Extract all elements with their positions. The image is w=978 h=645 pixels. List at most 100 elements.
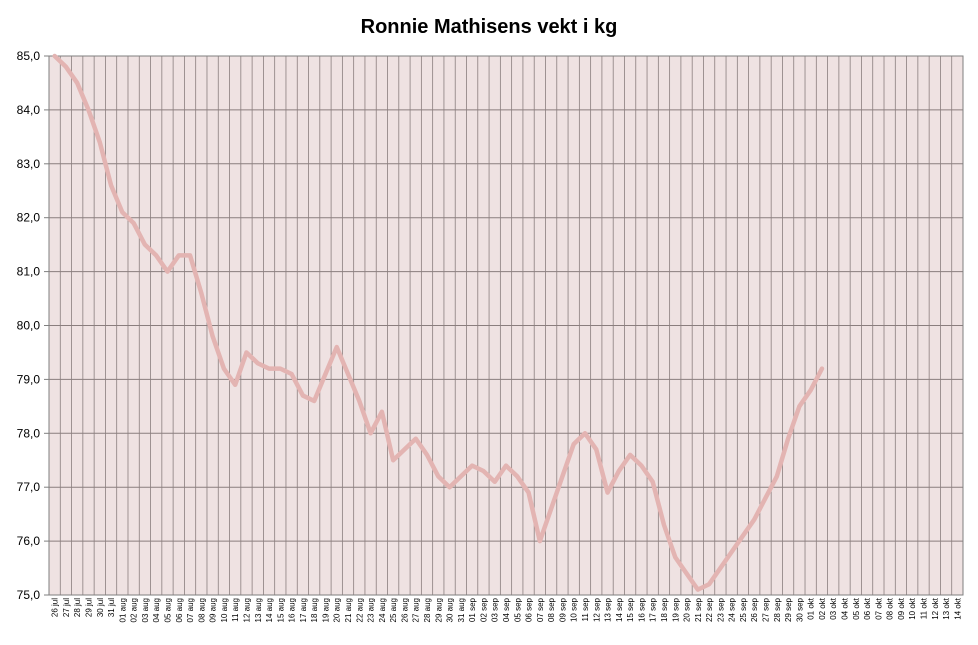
x-tick-label: 10 aug [220,598,229,622]
data-point [515,474,519,478]
y-tick-label: 77,0 [17,480,41,494]
data-point [436,474,440,478]
y-tick-label: 76,0 [17,534,41,548]
data-point [278,367,282,371]
series-line [52,53,825,592]
data-point [402,447,406,451]
x-tick-label: 23 aug [367,598,376,622]
gridlines [49,56,963,595]
x-tick-label: 22 aug [355,598,364,622]
y-tick-label: 75,0 [17,588,41,602]
data-point [301,394,305,398]
x-tick-label: 16 sep [637,597,646,622]
data-point [335,345,339,349]
x-tick-label: 24 sep [728,597,737,622]
data-point [143,243,147,247]
data-point [481,469,485,473]
x-tick-label: 23 sep [716,597,725,622]
x-tick-label: 05 okt [852,597,861,620]
x-tick-label: 28 jul [73,598,82,617]
y-tick-label: 83,0 [17,157,41,171]
x-tick-label: 16 aug [288,598,297,622]
data-point [628,453,632,457]
x-tick-label: 30 jul [96,598,105,617]
data-point [820,367,824,371]
data-point [380,410,384,414]
data-point [120,210,124,214]
series-layer [52,53,825,592]
data-point [696,588,700,592]
data-point [504,464,508,468]
x-tick-label: 12 okt [931,597,940,620]
x-tick-label: 18 aug [310,598,319,622]
y-axis: 75,0 76,0 77,0 78,0 79,0 80,0 81,0 82,0 83,0 84,0… [17,49,49,602]
x-tick-label: 11 sep [581,597,590,621]
data-point [233,383,237,387]
x-tick-label: 04 okt [841,597,850,620]
data-point [64,65,68,69]
x-tick-label: 19 aug [321,598,330,622]
data-point [369,431,373,435]
x-tick-label: 01 aug [118,598,127,622]
x-tick-label: 03 okt [829,597,838,620]
y-tick-label: 78,0 [17,426,41,440]
x-tick-label: 27 aug [412,598,421,622]
x-tick-label: 25 sep [739,597,748,622]
data-point [764,496,768,500]
data-point [797,404,801,408]
x-tick-label: 06 sep [525,597,534,622]
data-point [109,183,113,187]
data-point [414,437,418,441]
data-point [222,367,226,371]
x-tick-label: 02 okt [818,597,827,620]
data-point [290,372,294,376]
x-tick-label: 26 jul [51,598,60,617]
x-tick-label: 29 aug [434,598,443,622]
data-point [53,54,57,58]
data-point [673,555,677,559]
data-point [154,253,158,257]
y-tick-label: 82,0 [17,211,41,225]
data-point [470,464,474,468]
data-point [662,523,666,527]
x-tick-label: 09 aug [209,598,218,622]
data-point [538,539,542,543]
x-tick-label: 10 okt [908,597,917,620]
x-axis: 26 jul 27 jul 28 jul 29 jul 30 jul 31 jul 01 a… [51,597,963,622]
y-tick-label: 84,0 [17,103,41,117]
data-point [527,491,531,495]
x-tick-label: 13 aug [254,598,263,622]
data-point [639,464,643,468]
data-point [132,221,136,225]
x-tick-label: 08 aug [197,598,206,622]
x-tick-label: 21 aug [344,598,353,622]
x-tick-label: 28 sep [773,597,782,622]
x-tick-label: 24 aug [378,598,387,622]
data-point [459,474,463,478]
x-tick-label: 20 aug [333,598,342,622]
x-tick-label: 26 sep [750,597,759,622]
x-tick-label: 09 sep [558,597,567,622]
data-point [493,480,497,484]
x-tick-label: 17 aug [299,598,308,622]
x-tick-label: 31 jul [107,598,116,617]
x-tick-label: 07 aug [186,598,195,622]
x-tick-label: 25 aug [389,598,398,622]
chart-title: Ronnie Mathisens vekt i kg [361,16,618,38]
x-tick-label: 02 sep [479,597,488,622]
x-tick-label: 27 sep [762,597,771,622]
data-point [323,372,327,376]
x-tick-label: 15 aug [276,598,285,622]
x-tick-label: 14 okt [953,597,962,620]
y-tick-label: 79,0 [17,372,41,386]
x-tick-label: 13 okt [942,597,951,620]
x-tick-label: 11 okt [920,597,929,619]
data-point [560,474,564,478]
data-point [617,469,621,473]
data-point [594,447,598,451]
x-tick-label: 07 sep [536,597,545,622]
y-tick-label: 85,0 [17,49,41,63]
x-tick-label: 17 sep [649,597,658,622]
x-tick-label: 10 sep [570,597,579,622]
x-tick-label: 06 okt [863,597,872,620]
